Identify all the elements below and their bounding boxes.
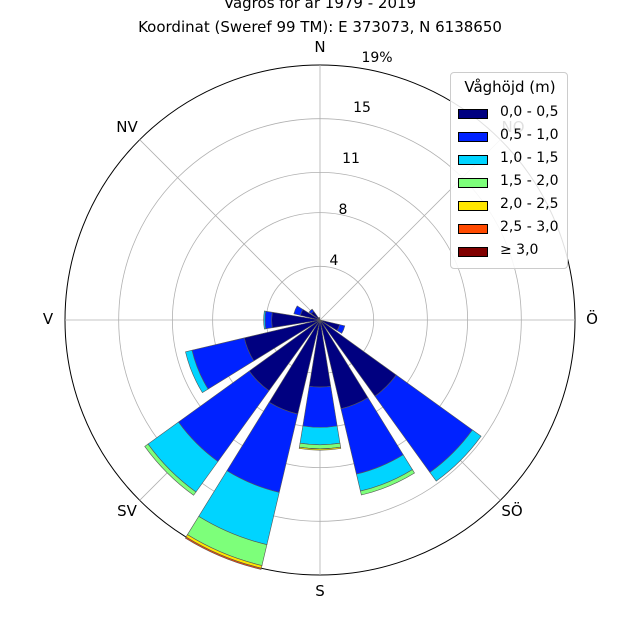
wedge-segment	[318, 317, 321, 321]
wedge-segment	[298, 446, 342, 451]
legend-item: 1,5 - 2,0	[458, 173, 568, 193]
ring-label-15: 15	[353, 100, 371, 116]
wedge-segment	[302, 385, 338, 428]
wedge-segment	[185, 349, 209, 394]
legend-label: 1,5 - 2,0	[500, 173, 559, 189]
legend-label: ≥ 3,0	[500, 242, 539, 258]
grid-spoke	[139, 139, 321, 321]
legend-label: 0,5 - 1,0	[500, 127, 559, 143]
legend-title: Våghöjd (m)	[464, 78, 556, 96]
legend-item: ≥ 3,0	[458, 242, 568, 262]
compass-label-n: N	[314, 38, 326, 56]
wedge-segment	[264, 310, 273, 330]
legend-label: 1,0 - 1,5	[500, 150, 559, 166]
legend-item: 0,0 - 0,5	[458, 104, 568, 124]
wedge-segment	[336, 324, 346, 334]
legend-swatch	[458, 178, 488, 188]
chart-title: Vågros för år 1979 - 2019	[223, 0, 417, 12]
compass-label-sw: SV	[117, 502, 137, 520]
legend-item: 2,5 - 3,0	[458, 219, 568, 239]
legend-swatch	[458, 109, 488, 119]
wedge-segment	[144, 443, 197, 496]
legend-label: 2,0 - 2,5	[500, 196, 559, 212]
compass-label-s: S	[315, 582, 325, 600]
ring-label-11: 11	[342, 151, 360, 167]
wedge-segment	[299, 425, 341, 446]
ring-label-8: 8	[338, 202, 348, 218]
legend-label: 0,0 - 0,5	[500, 104, 559, 120]
legend: Våghöjd (m) 0,0 - 0,5 0,5 - 1,0 1,0 - 1,…	[450, 72, 568, 269]
compass-label-w: V	[42, 310, 54, 328]
legend-item: 0,5 - 1,0	[458, 127, 568, 147]
wedge-segment	[263, 310, 267, 330]
wedge-segment	[360, 469, 415, 496]
chart-subtitle: Koordinat (Sweref 99 TM): E 373073, N 61…	[138, 18, 502, 36]
wedge-segment	[429, 429, 482, 482]
legend-swatch	[458, 155, 488, 165]
ring-label-4: 4	[329, 253, 339, 269]
legend-swatch	[458, 247, 488, 257]
compass-label-nw: NV	[116, 118, 138, 136]
ring-label-19: 19%	[361, 50, 393, 66]
wedge-segment	[308, 308, 315, 315]
wedge-segment	[293, 305, 304, 316]
legend-swatch	[458, 224, 488, 234]
wedge-segment	[184, 536, 262, 570]
legend-swatch	[458, 201, 488, 211]
legend-swatch	[458, 132, 488, 142]
compass-label-e: Ö	[586, 310, 598, 328]
legend-label: 2,5 - 3,0	[500, 219, 559, 235]
compass-label-se: SÖ	[501, 502, 523, 520]
legend-item: 2,0 - 2,5	[458, 196, 568, 216]
legend-item: 1,0 - 1,5	[458, 150, 568, 170]
